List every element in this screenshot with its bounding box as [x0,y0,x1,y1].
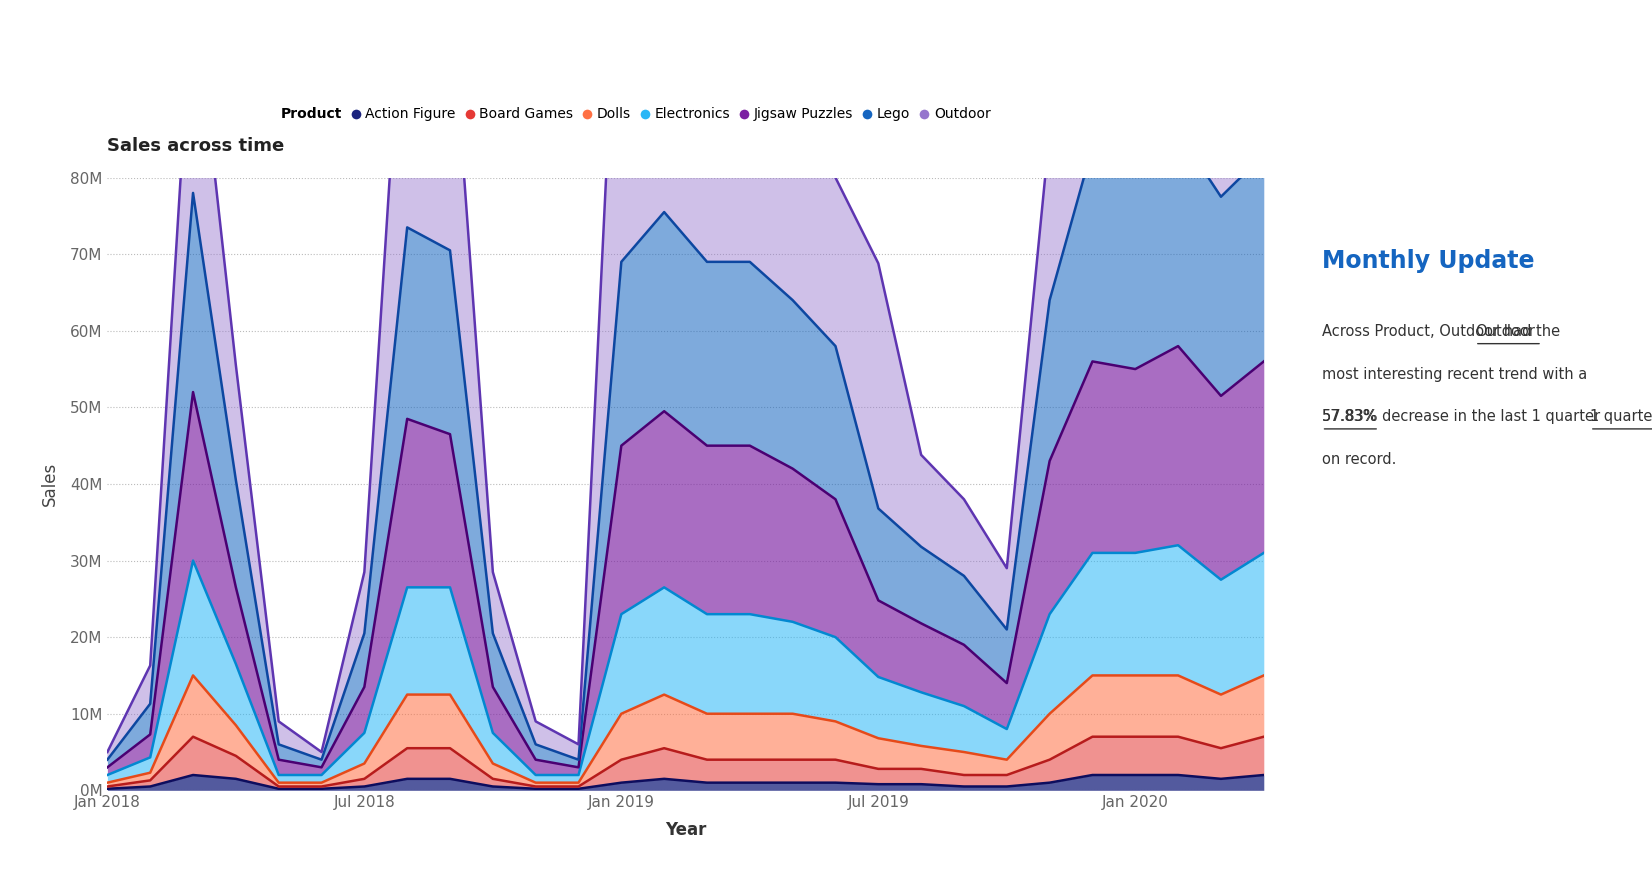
Legend: Product, Action Figure, Board Games, Dolls, Electronics, Jigsaw Puzzles, Lego, O: Product, Action Figure, Board Games, Dol… [259,102,996,127]
Y-axis label: Sales: Sales [41,462,59,506]
Text: Sales Analysis: Sales Analysis [124,44,392,76]
Text: Outdoor: Outdoor [1475,324,1535,339]
Text: 57.83% decrease in the last 1 quarter: 57.83% decrease in the last 1 quarter [1322,409,1599,424]
Text: on record.: on record. [1322,452,1396,467]
Text: 57.83%: 57.83% [1322,409,1378,424]
X-axis label: Year: Year [664,821,707,839]
Text: 1 quarter: 1 quarter [1589,409,1652,424]
Text: most interesting recent trend with a: most interesting recent trend with a [1322,367,1588,382]
Text: Monthly Update: Monthly Update [1322,249,1535,273]
Text: Across Product, Outdoor had the: Across Product, Outdoor had the [1322,324,1559,339]
Text: Sales across time: Sales across time [107,138,284,155]
